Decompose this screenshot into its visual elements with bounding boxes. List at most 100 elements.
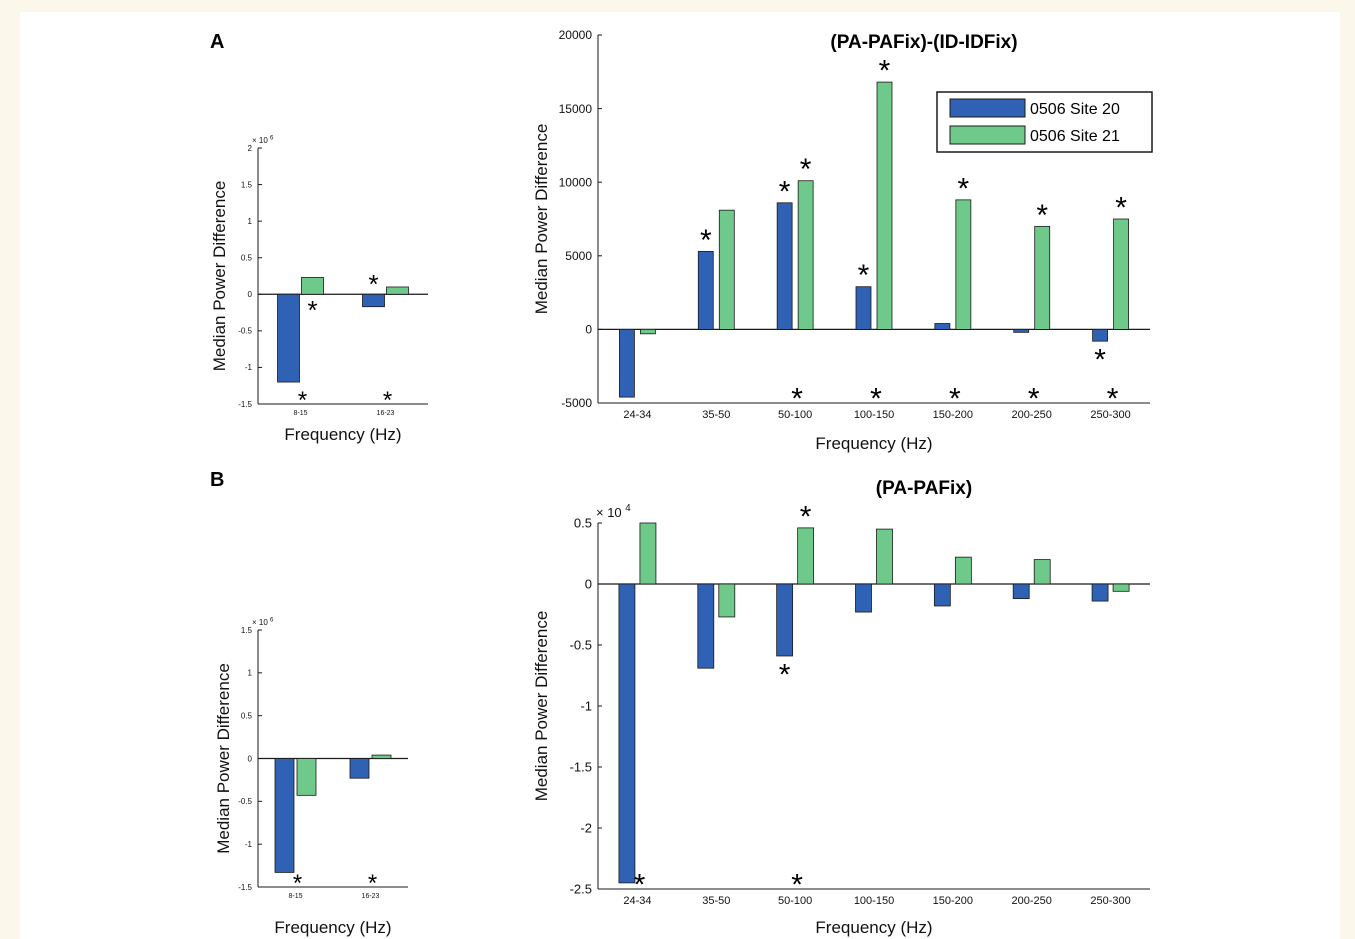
bar-site21-50-100 bbox=[797, 180, 814, 330]
bar-site20-16-23 bbox=[349, 758, 370, 779]
legend-label-site20: 0506 Site 20 bbox=[1030, 101, 1120, 118]
y-tick-label: 0.5 bbox=[241, 254, 253, 263]
legend-swatch-site21 bbox=[949, 125, 1026, 145]
legend-swatch-site20 bbox=[949, 98, 1026, 118]
bar-site20-16-23 bbox=[362, 293, 385, 308]
significance-star: * bbox=[800, 500, 812, 533]
x-axis-label: Frequency (Hz) bbox=[815, 434, 932, 453]
bar-site21-150-200 bbox=[954, 556, 972, 585]
bar-site20-35-50 bbox=[697, 250, 714, 330]
chart-b-left: -1.5-1-0.500.511.5× 10 68-15 16-23* *Frequ… bbox=[214, 617, 408, 937]
significance-star: * bbox=[700, 224, 712, 257]
bar-site20-250-300 bbox=[1091, 583, 1109, 602]
bar-site20-35-50 bbox=[697, 583, 715, 669]
bar-site21-8-15 bbox=[296, 758, 317, 796]
x-tick-label: 35-50 bbox=[702, 895, 730, 907]
x-tick-label: 24-34 bbox=[623, 409, 651, 421]
y-axis-label: Median Power Difference bbox=[214, 663, 233, 854]
x-tick-label: 250-300 bbox=[1090, 895, 1130, 907]
y-tick-label: -2.5 bbox=[570, 882, 592, 897]
category-significance-star: * bbox=[383, 387, 392, 414]
bar-site21-250-300 bbox=[1113, 218, 1129, 330]
category-significance-star: * bbox=[293, 870, 302, 897]
y-tick-label: 0.5 bbox=[241, 711, 253, 720]
bar-site20-200-250 bbox=[1012, 583, 1030, 600]
category-significance-star: * bbox=[634, 869, 646, 902]
significance-star: * bbox=[1115, 192, 1127, 225]
y-tick-label: -0.5 bbox=[570, 638, 592, 653]
bar-site21-100-150 bbox=[876, 528, 893, 585]
y-tick-label: -1.5 bbox=[238, 400, 252, 409]
y-tick-label: -5000 bbox=[561, 396, 592, 410]
significance-star: * bbox=[307, 295, 317, 325]
bar-site21-24-34 bbox=[639, 522, 657, 585]
y-tick-label: 0 bbox=[585, 577, 592, 592]
significance-star: * bbox=[779, 175, 791, 208]
bar-site21-8-15 bbox=[301, 277, 324, 295]
bar-site20-200-250 bbox=[1013, 328, 1030, 333]
y-tick-label: 1 bbox=[248, 669, 253, 678]
significance-star: * bbox=[800, 153, 812, 186]
category-significance-star: * bbox=[791, 869, 803, 902]
y-tick-label: -2 bbox=[580, 821, 592, 836]
x-axis-label: Frequency (Hz) bbox=[274, 918, 391, 937]
bar-site20-100-150 bbox=[855, 583, 872, 613]
y-tick-label: 1.5 bbox=[241, 626, 253, 635]
x-axis-label: Frequency (Hz) bbox=[284, 425, 401, 444]
bar-site20-24-34 bbox=[618, 583, 636, 884]
significance-star: * bbox=[879, 55, 891, 88]
bar-site21-150-200 bbox=[955, 199, 972, 330]
bar-site21-200-250 bbox=[1033, 559, 1051, 585]
bar-site20-8-15 bbox=[274, 758, 295, 873]
significance-star: * bbox=[1094, 344, 1106, 377]
y-tick-label: 0 bbox=[248, 754, 253, 763]
bar-site21-200-250 bbox=[1034, 225, 1051, 330]
y-axis-label: Median Power Difference bbox=[532, 124, 551, 315]
significance-star: * bbox=[858, 259, 870, 292]
y-tick-label: -1 bbox=[245, 840, 253, 849]
bar-site21-50-100 bbox=[797, 527, 815, 585]
figure-panel-background bbox=[20, 12, 1340, 939]
bar-site20-150-200 bbox=[934, 323, 951, 330]
y-tick-label: 15000 bbox=[559, 102, 593, 116]
bar-site21-100-150 bbox=[876, 81, 893, 330]
legend-label-site21: 0506 Site 21 bbox=[1030, 128, 1120, 145]
x-tick-label: 50-100 bbox=[778, 409, 812, 421]
y-tick-label: -1.5 bbox=[238, 883, 252, 892]
y-tick-label: 2 bbox=[248, 144, 253, 153]
category-significance-star: * bbox=[298, 387, 307, 414]
y-tick-label: 0.5 bbox=[574, 516, 592, 531]
y-tick-label: 20000 bbox=[559, 28, 593, 42]
y-axis-exponent: × 10 4 bbox=[596, 503, 631, 520]
y-axis-exponent: × 10 6 bbox=[252, 135, 274, 145]
y-tick-label: 10000 bbox=[559, 175, 593, 189]
x-tick-label: 35-50 bbox=[702, 409, 730, 421]
x-tick-label: 150-200 bbox=[933, 895, 973, 907]
category-significance-star: * bbox=[1107, 383, 1119, 416]
bar-site21-250-300 bbox=[1112, 583, 1130, 592]
bar-site21-24-34 bbox=[640, 328, 656, 335]
significance-star: * bbox=[779, 658, 791, 691]
chart-legend: 0506 Site 20 0506 Site 21 bbox=[936, 91, 1153, 153]
y-tick-label: -0.5 bbox=[238, 797, 252, 806]
x-tick-label: 8-15 bbox=[293, 410, 307, 417]
x-tick-label: 16-23 bbox=[377, 410, 395, 417]
chart-b-right: -2.5 -2 -1.5 -1 -0.5 0 0.5 × 10 4 24-34 35-50 50-1… bbox=[532, 478, 1150, 937]
bar-site21-16-23 bbox=[371, 754, 392, 759]
y-tick-label: 0 bbox=[248, 290, 253, 299]
x-tick-label: 50-100 bbox=[778, 895, 812, 907]
x-tick-label: 100-150 bbox=[854, 409, 894, 421]
y-tick-label: 1.5 bbox=[241, 180, 253, 189]
y-axis-label: Median Power Difference bbox=[532, 611, 551, 802]
y-tick-label: -1 bbox=[580, 699, 592, 714]
category-significance-star: * bbox=[1028, 383, 1040, 416]
category-significance-star: * bbox=[791, 383, 803, 416]
x-tick-label: 16-23 bbox=[362, 893, 380, 900]
x-tick-label: 100-150 bbox=[854, 895, 894, 907]
y-tick-label: -1.5 bbox=[570, 760, 592, 775]
category-significance-star: * bbox=[870, 383, 882, 416]
bar-site21-16-23 bbox=[386, 286, 409, 295]
y-tick-label: 1 bbox=[248, 217, 253, 226]
y-axis-label: Median Power Difference bbox=[210, 181, 229, 372]
